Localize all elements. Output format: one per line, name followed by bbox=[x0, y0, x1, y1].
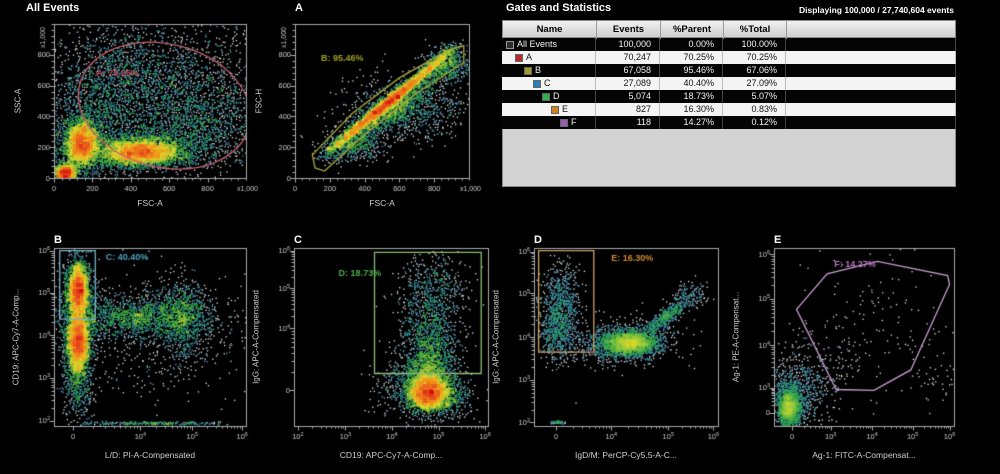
gate-d-swatch-icon bbox=[542, 92, 550, 101]
gates-statistics-panel: Gates and Statistics Displaying 100,000 … bbox=[500, 0, 958, 188]
percent-parent-cell: 16.30% bbox=[660, 103, 723, 116]
col-header-percent-total[interactable]: %Total bbox=[724, 21, 787, 39]
plot-title: All Events bbox=[26, 2, 80, 14]
y-axis-label: CD19: APC-Cy7-A-Comp... bbox=[11, 288, 21, 386]
row-filler-cell bbox=[786, 116, 956, 129]
col-header-percent-parent[interactable]: %Parent bbox=[661, 21, 724, 39]
percent-total-cell: 0.83% bbox=[723, 103, 786, 116]
row-filler-cell bbox=[786, 103, 956, 116]
percent-total-cell: 100.00% bbox=[723, 38, 786, 51]
percent-parent-cell: 40.40% bbox=[660, 77, 723, 90]
plot-title: E bbox=[774, 234, 782, 246]
stats-table-body: All Events 100,000 0.00% 100.00% A 70,247 70.2… bbox=[502, 38, 956, 129]
row-filler-cell bbox=[786, 38, 956, 51]
table-row[interactable]: All Events 100,000 0.00% 100.00% bbox=[502, 38, 956, 51]
row-filler-cell bbox=[786, 51, 956, 64]
events-cell: 827 bbox=[596, 103, 660, 116]
gate-name-label: D bbox=[553, 91, 560, 101]
col-header-events[interactable]: Events bbox=[597, 21, 661, 39]
plot-d: D IgG: APC-A-Compensated IgD/M: PerCP-Cy… bbox=[488, 232, 732, 474]
percent-total-cell: 27.09% bbox=[723, 77, 786, 90]
gate-name-cell: F bbox=[502, 116, 596, 129]
events-cell: 27,089 bbox=[596, 77, 660, 90]
plot-a: A FSC-H FSC-A bbox=[249, 0, 483, 222]
table-row[interactable]: C 27,089 40.40% 27.09% bbox=[502, 77, 956, 90]
y-axis-label: IgG: APC-A-Compensated bbox=[491, 290, 501, 384]
plot-title: B bbox=[54, 234, 62, 246]
plot-c: C IgG: APC-A-Compensated CD19: APC-Cy7-A… bbox=[248, 232, 502, 474]
stats-panel-title: Gates and Statistics bbox=[506, 2, 612, 14]
plot-title: D bbox=[534, 234, 542, 246]
stats-table-empty-area bbox=[502, 129, 956, 187]
gate-c-swatch-icon bbox=[533, 79, 541, 88]
row-filler-cell bbox=[786, 64, 956, 77]
plot-e: E Ag-1: PE-A-Compensat... Ag-1: FITC-A-C… bbox=[728, 232, 968, 474]
plot-b: B CD19: APC-Cy7-A-Comp... L/D: PI-A-Comp… bbox=[8, 232, 260, 474]
percent-total-cell: 67.06% bbox=[723, 64, 786, 77]
gate-a-swatch-icon bbox=[515, 53, 523, 62]
percent-parent-cell: 18.73% bbox=[660, 90, 723, 103]
table-row[interactable]: D 5,074 18.73% 5.07% bbox=[502, 90, 956, 103]
plot-canvas-d[interactable] bbox=[488, 232, 732, 474]
gate-name-cell: D bbox=[502, 90, 596, 103]
x-axis-label: Ag-1: FITC-A-Compensat... bbox=[812, 450, 916, 460]
table-row[interactable]: B 67,058 95.46% 67.06% bbox=[502, 64, 956, 77]
gate-name-label: B bbox=[535, 65, 542, 75]
gate-b-swatch-icon bbox=[524, 66, 532, 75]
gate-name-label: All Events bbox=[517, 39, 558, 49]
percent-parent-cell: 14.27% bbox=[660, 116, 723, 129]
events-cell: 100,000 bbox=[596, 38, 660, 51]
gate-name-cell: All Events bbox=[502, 38, 596, 51]
gate-name-cell: B bbox=[502, 64, 596, 77]
x-axis-label: IgD/M: PerCP-Cy5.5-A-C... bbox=[574, 450, 678, 460]
gate-name-label: C bbox=[544, 78, 551, 88]
table-row[interactable]: E 827 16.30% 0.83% bbox=[502, 103, 956, 116]
percent-parent-cell: 0.00% bbox=[660, 38, 723, 51]
plot-all-events: All Events SSC-A FSC-A bbox=[8, 0, 260, 222]
row-filler-cell bbox=[786, 90, 956, 103]
gate-name-cell: E bbox=[502, 103, 596, 116]
stats-table-header: Name Events %Parent %Total bbox=[502, 20, 956, 39]
row-filler-cell bbox=[786, 77, 956, 90]
plot-canvas-a[interactable] bbox=[249, 0, 483, 222]
gate-name-cell: C bbox=[502, 77, 596, 90]
col-header-filler bbox=[787, 21, 955, 39]
plot-title: A bbox=[295, 2, 303, 14]
gate-name-cell: A bbox=[502, 51, 596, 64]
percent-parent-cell: 95.46% bbox=[660, 64, 723, 77]
y-axis-label: IgG: APC-A-Compensated bbox=[251, 290, 261, 384]
table-row[interactable]: F 118 14.27% 0.12% bbox=[502, 116, 956, 129]
percent-total-cell: 5.07% bbox=[723, 90, 786, 103]
y-axis-label: FSC-H bbox=[254, 88, 264, 114]
gate-name-label: A bbox=[526, 52, 533, 62]
y-axis-label: Ag-1: PE-A-Compensat... bbox=[731, 291, 741, 383]
events-cell: 67,058 bbox=[596, 64, 660, 77]
col-header-name[interactable]: Name bbox=[503, 21, 597, 39]
events-cell: 70,247 bbox=[596, 51, 660, 64]
plot-canvas-all-events[interactable] bbox=[8, 0, 260, 222]
percent-total-cell: 70.25% bbox=[723, 51, 786, 64]
gate-name-label: F bbox=[571, 117, 577, 127]
percent-total-cell: 0.12% bbox=[723, 116, 786, 129]
y-axis-label: SSC-A bbox=[13, 88, 23, 114]
plot-canvas-c[interactable] bbox=[248, 232, 502, 474]
stats-table: Name Events %Parent %Total All Events 100… bbox=[502, 20, 956, 187]
plot-canvas-e[interactable] bbox=[728, 232, 968, 474]
plot-title: C bbox=[294, 234, 302, 246]
x-axis-label: FSC-A bbox=[369, 198, 395, 208]
plot-canvas-b[interactable] bbox=[8, 232, 260, 474]
all-events-icon bbox=[506, 40, 514, 49]
gate-name-label: E bbox=[562, 104, 569, 114]
displaying-events-count: Displaying 100,000 / 27,740,604 events bbox=[799, 5, 954, 15]
x-axis-label: CD19: APC-Cy7-A-Comp... bbox=[339, 450, 443, 460]
percent-parent-cell: 70.25% bbox=[660, 51, 723, 64]
gate-f-swatch-icon bbox=[560, 118, 568, 127]
gate-e-swatch-icon bbox=[551, 105, 559, 114]
x-axis-label: FSC-A bbox=[137, 198, 163, 208]
table-row[interactable]: A 70,247 70.25% 70.25% bbox=[502, 51, 956, 64]
events-cell: 5,074 bbox=[596, 90, 660, 103]
x-axis-label: L/D: PI-A-Compensated bbox=[104, 450, 196, 460]
events-cell: 118 bbox=[596, 116, 660, 129]
